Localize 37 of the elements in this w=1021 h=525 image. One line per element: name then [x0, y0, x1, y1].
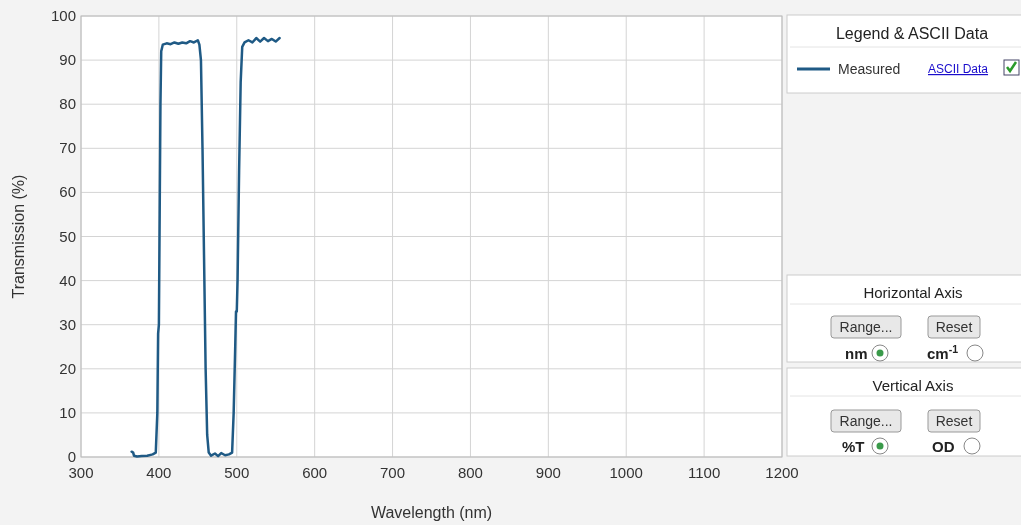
legend-label: Measured [838, 61, 901, 77]
x-tick-label: 800 [457, 464, 483, 481]
y-tick-label: 80 [59, 95, 76, 113]
x-axis-title: Wavelength (nm) [370, 504, 493, 521]
x-tick-label: 600 [302, 464, 328, 481]
text: nm [845, 345, 868, 362]
y-tick-label: 30 [59, 315, 76, 333]
text: Vertical Axis [872, 377, 954, 394]
button: Reset [927, 315, 981, 339]
y-tick-label: 40 [59, 271, 76, 289]
text: cm$^{-1}$ [927, 343, 959, 362]
button: Range... [830, 409, 902, 433]
y-tick-label: 100 [50, 7, 76, 24]
x-tick-label: 400 [146, 464, 172, 481]
x-tick-label: 1100 [687, 464, 721, 481]
text: Horizontal Axis [863, 284, 963, 301]
button: Reset [927, 409, 981, 433]
x-tick-label: 900 [535, 464, 561, 481]
text: %T [842, 438, 865, 455]
x-tick-label: 1200 [765, 464, 799, 481]
y-tick-label: 70 [59, 139, 76, 157]
y-tick-label: 90 [59, 51, 76, 69]
y-axis-title: Transmission (%) [10, 174, 27, 299]
line-series [130, 36, 281, 458]
x-tick-label: 300 [68, 464, 94, 481]
y-tick-label: 20 [59, 359, 76, 377]
text: OD [932, 438, 955, 455]
x-tick-label: 1000 [609, 464, 643, 481]
y-tick-label: 60 [59, 183, 76, 201]
x-tick-label: 500 [224, 464, 250, 481]
legend-title: Legend & ASCII Data [835, 25, 989, 42]
y-tick-label: 10 [59, 403, 76, 421]
y-tick-label: 50 [59, 227, 76, 245]
button: Range... [830, 315, 902, 339]
y-tick-label: 0 [67, 448, 76, 465]
text: ASCII Data [928, 62, 989, 76]
x-tick-label: 700 [380, 464, 406, 481]
